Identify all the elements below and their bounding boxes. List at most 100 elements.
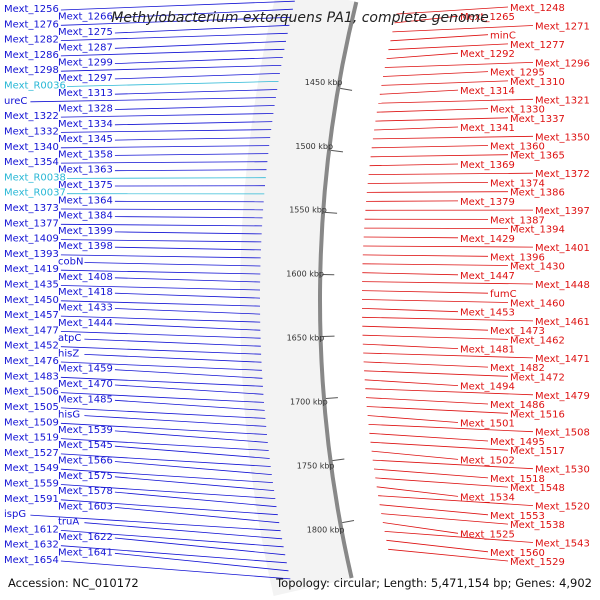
gene-label-right[interactable]: Mext_1508 [535,428,590,439]
gene-label-right[interactable]: Mext_1481 [460,345,515,356]
gene-label-left[interactable]: Mext_1485 [58,394,113,405]
gene-label-left[interactable]: Mext_1354 [4,157,59,168]
gene-label-left[interactable]: Mext_1332 [4,126,59,137]
gene-label-right[interactable]: Mext_1553 [490,511,545,522]
gene-label-right[interactable]: Mext_1265 [460,12,515,23]
gene-label-left[interactable]: Mext_1419 [4,264,59,275]
gene-label-left[interactable]: Mext_1399 [58,226,113,237]
gene-label-left[interactable]: Mext_1527 [4,448,59,459]
gene-label-right[interactable]: Mext_1397 [535,206,590,217]
gene-label-left[interactable]: Mext_1566 [58,456,113,467]
gene-label-right[interactable]: Mext_1310 [510,77,565,88]
gene-label-right[interactable]: minC [490,31,516,42]
gene-label-left[interactable]: Mext_1505 [4,402,59,413]
gene-label-left[interactable]: Mext_1591 [4,494,59,505]
gene-label-right[interactable]: fumC [490,289,517,300]
gene-label-right[interactable]: Mext_1386 [510,188,565,199]
gene-label-right[interactable]: Mext_1472 [510,372,565,383]
gene-label-left[interactable]: hisZ [58,348,79,359]
gene-label-left[interactable]: Mext_1452 [4,341,59,352]
gene-label-left[interactable]: Mext_1418 [58,287,113,298]
gene-label-right[interactable]: Mext_1516 [510,409,565,420]
gene-label-right[interactable]: Mext_1401 [535,243,590,254]
gene-label-right[interactable]: Mext_1529 [510,557,565,568]
gene-label-right[interactable]: Mext_1502 [460,455,515,466]
gene-label-left[interactable]: Mext_1299 [58,58,113,69]
gene-label-left[interactable]: Mext_1409 [4,234,59,245]
gene-label-right[interactable]: Mext_1379 [460,197,515,208]
gene-label-left[interactable]: ureC [4,96,27,107]
gene-label-left[interactable]: Mext_1322 [4,111,59,122]
gene-label-right[interactable]: Mext_1473 [490,326,545,337]
gene-label-left[interactable]: Mext_1282 [4,35,59,46]
gene-label-right[interactable]: Mext_1372 [535,169,590,180]
gene-label-right[interactable]: Mext_1538 [510,520,565,531]
gene-label-left[interactable]: Mext_1334 [58,119,113,130]
gene-label-left[interactable]: Mext_1575 [58,471,113,482]
gene-label-right[interactable]: Mext_1314 [460,86,515,97]
gene-label-left[interactable]: Mext_1398 [58,241,113,252]
gene-label-left[interactable]: Mext_1509 [4,417,59,428]
gene-label-right[interactable]: Mext_1369 [460,160,515,171]
gene-label-left[interactable]: Mext_1286 [4,50,59,61]
gene-label-left[interactable]: Mext_1297 [58,73,113,84]
gene-label-left[interactable]: Mext_1256 [4,4,59,15]
gene-label-left[interactable]: Mext_1275 [58,27,113,38]
gene-label-right[interactable]: Mext_1486 [490,400,545,411]
gene-label-right[interactable]: Mext_1321 [535,95,590,106]
gene-label-left[interactable]: Mext_1313 [58,88,113,99]
gene-label-left[interactable]: Mext_1506 [4,387,59,398]
gene-label-right[interactable]: Mext_1277 [510,40,565,51]
gene-label-right[interactable]: Mext_1460 [510,299,565,310]
gene-label-right[interactable]: Mext_1517 [510,446,565,457]
gene-label-right[interactable]: Mext_1430 [510,262,565,273]
gene-label-left[interactable]: Mext_1287 [58,42,113,53]
gene-label-left[interactable]: Mext_1450 [4,295,59,306]
gene-label-right[interactable]: Mext_1530 [535,465,590,476]
gene-label-left[interactable]: atpC [58,333,81,344]
gene-label-left[interactable]: Mext_1545 [58,440,113,451]
gene-label-right[interactable]: Mext_1248 [510,3,565,14]
gene-label-right[interactable]: Mext_1296 [535,58,590,69]
gene-label-right[interactable]: Mext_1520 [535,502,590,513]
gene-label-left[interactable]: Mext_1358 [58,149,113,160]
gene-label-right[interactable]: Mext_1394 [510,225,565,236]
gene-label-right[interactable]: Mext_1560 [490,548,545,559]
gene-label-left[interactable]: truA [58,517,79,528]
gene-label-right[interactable]: Mext_1350 [535,132,590,143]
gene-label-right[interactable]: Mext_1501 [460,419,515,430]
gene-label-right[interactable]: Mext_1548 [510,483,565,494]
gene-label-right[interactable]: Mext_1447 [460,271,515,282]
gene-label-left[interactable]: Mext_1470 [58,379,113,390]
gene-label-left[interactable]: Mext_1559 [4,479,59,490]
gene-label-right[interactable]: Mext_1534 [460,492,515,503]
gene-label-left[interactable]: Mext_1641 [58,547,113,558]
gene-label-left[interactable]: Mext_1519 [4,433,59,444]
gene-label-left[interactable]: Mext_1632 [4,540,59,551]
gene-label-right[interactable]: Mext_1365 [510,151,565,162]
gene-label-right[interactable]: Mext_1479 [535,391,590,402]
gene-label-left[interactable]: cobN [58,257,83,268]
gene-label-left[interactable]: Mext_1298 [4,65,59,76]
gene-label-left[interactable]: Mext_1459 [58,364,113,375]
gene-label-left[interactable]: Mext_1373 [4,203,59,214]
gene-label-right[interactable]: Mext_1471 [535,354,590,365]
gene-label-left[interactable]: Mext_1622 [58,532,113,543]
gene-label-left[interactable]: Mext_1477 [4,325,59,336]
gene-label-right[interactable]: Mext_1518 [490,474,545,485]
gene-label-left[interactable]: Mext_1612 [4,524,59,535]
gene-label-left[interactable]: Mext_1408 [58,272,113,283]
gene-label-right[interactable]: Mext_1461 [535,317,590,328]
gene-label-right[interactable]: Mext_1337 [510,114,565,125]
gene-label-right[interactable]: Mext_1429 [460,234,515,245]
gene-label-left[interactable]: Mext_1603 [58,501,113,512]
gene-label-left[interactable]: Mext_1578 [58,486,113,497]
gene-label-left[interactable]: Mext_1364 [58,195,113,206]
gene-label-right[interactable]: Mext_1295 [490,68,545,79]
gene-label-left[interactable]: Mext_1433 [58,303,113,314]
gene-label-left[interactable]: Mext_1328 [58,104,113,115]
gene-label-left[interactable]: Mext_1549 [4,463,59,474]
gene-label-right[interactable]: Mext_1495 [490,437,545,448]
gene-label-right[interactable]: Mext_1448 [535,280,590,291]
gene-label-left[interactable]: Mext_1384 [58,211,113,222]
